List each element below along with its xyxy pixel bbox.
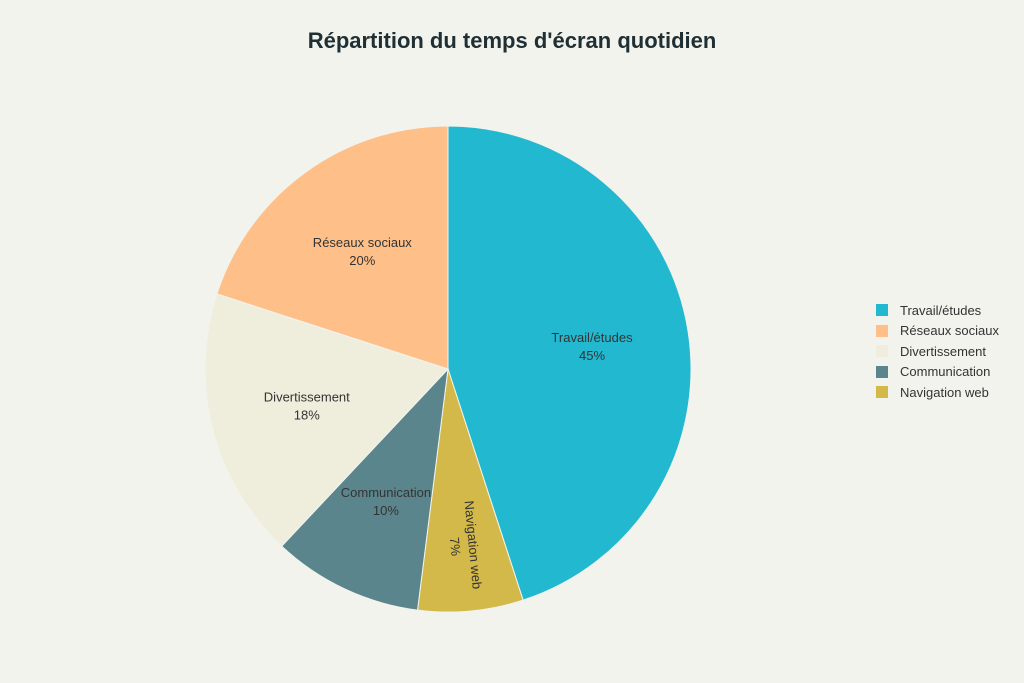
slice-label-communication: Communication 10%	[341, 485, 431, 518]
slice-value: 7%	[447, 536, 464, 557]
legend-item-reseaux-sociaux[interactable]: Réseaux sociaux	[876, 321, 999, 342]
slice-value: 18%	[294, 407, 320, 422]
slice-name: Travail/études	[551, 330, 633, 345]
pie-slice-travail-etudes	[447, 125, 692, 601]
slice-value: 20%	[349, 253, 375, 268]
legend-swatch	[876, 324, 888, 337]
slice-name: Divertissement	[264, 389, 350, 404]
legend-item-communication[interactable]: Communication	[876, 362, 999, 383]
pie-slice-navigation-web	[416, 368, 524, 613]
slice-label-divertissement: Divertissement 18%	[264, 389, 350, 422]
slice-value: 45%	[579, 348, 605, 363]
legend-item-travail-etudes[interactable]: Travail/études	[876, 300, 999, 321]
legend-label: Navigation web	[900, 384, 989, 400]
legend-label: Travail/études	[900, 302, 982, 318]
slice-name: Communication	[341, 485, 431, 500]
pie-slice-reseaux-sociaux	[216, 125, 449, 370]
legend-swatch	[876, 386, 888, 399]
slice-label-travail-etudes: Travail/études 45%	[551, 330, 633, 363]
chart-title: Répartition du temps d'écran quotidien	[307, 28, 717, 53]
legend-item-navigation-web[interactable]: Navigation web	[876, 382, 999, 403]
slice-name: Réseaux sociaux	[313, 235, 412, 250]
pie-slice-communication	[280, 367, 449, 611]
legend-label: Divertissement	[900, 343, 986, 359]
legend-label: Réseaux sociaux	[900, 323, 999, 339]
legend-item-divertissement[interactable]: Divertissement	[876, 341, 999, 362]
pie-slice-divertissement	[204, 293, 449, 547]
slice-label-reseaux-sociaux: Réseaux sociaux 20%	[313, 235, 412, 268]
legend-swatch	[876, 304, 888, 317]
slice-value: 10%	[373, 503, 399, 518]
legend-label: Communication	[900, 364, 991, 380]
legend-swatch	[876, 345, 888, 358]
legend: Travail/études Réseaux sociaux Divertissem…	[876, 300, 999, 403]
legend-swatch	[876, 365, 888, 378]
